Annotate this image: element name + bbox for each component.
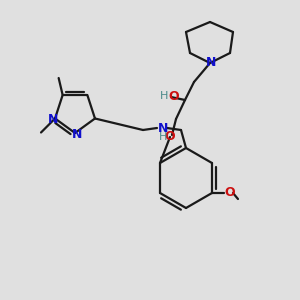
Text: O: O: [225, 185, 235, 199]
Text: H: H: [159, 132, 167, 142]
Text: N: N: [48, 113, 58, 126]
Text: O: O: [169, 89, 179, 103]
Text: H: H: [160, 91, 168, 101]
Text: N: N: [72, 128, 82, 140]
Text: N: N: [206, 56, 216, 68]
Text: N: N: [158, 122, 168, 134]
Text: O: O: [165, 130, 175, 143]
